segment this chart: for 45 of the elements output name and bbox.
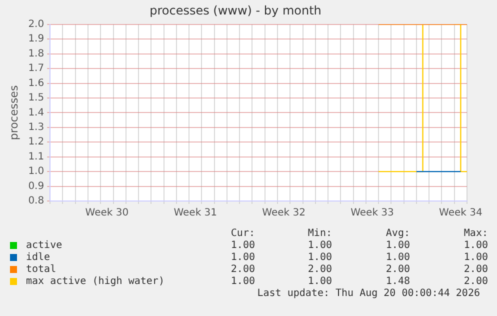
y-tick-label: 1.0	[28, 166, 44, 178]
y-axis-title: processes	[7, 85, 20, 140]
text: 2.00	[230, 264, 255, 275]
text: 1.00	[306, 252, 332, 263]
x-tick-label: Week 34	[439, 208, 482, 219]
x-tick-label: Week 31	[174, 208, 218, 219]
x-tick-label: Week 30	[85, 208, 129, 219]
text: 1.00	[230, 252, 255, 263]
text: Cur:	[230, 228, 255, 239]
text: 1.00	[384, 252, 410, 263]
legend-label: total	[26, 264, 56, 275]
x-tick-label: Week 32	[262, 208, 306, 219]
text: 1.00	[230, 240, 255, 251]
y-tick-label: 1.4	[28, 107, 44, 118]
chart-title: processes (www) - by month	[150, 3, 322, 18]
text: Avg:	[384, 228, 410, 239]
y-tick-label: 1.7	[28, 63, 44, 74]
text: Max:	[462, 228, 488, 239]
y-tick-label: 1.3	[28, 122, 44, 134]
legend-label: active	[26, 240, 62, 251]
legend-label: max active (high water)	[26, 276, 164, 287]
y-tick-label: 1.5	[28, 92, 44, 104]
y-tick-label: 2.0	[28, 18, 44, 30]
text: Min:	[306, 228, 332, 239]
y-tick-label: 1.9	[28, 34, 44, 45]
x-tick-label: Week 33	[350, 208, 394, 219]
y-tick-label: 0.9	[28, 180, 44, 192]
text: 1.00	[306, 240, 332, 251]
y-tick-label: 1.6	[28, 78, 44, 89]
text: Last update: Thu Aug 20 00:00:44 2026	[257, 288, 480, 300]
text: 1.00	[306, 276, 332, 287]
text: 1.00	[462, 240, 488, 251]
text: 1.48	[384, 276, 410, 287]
y-tick-label: 0.8	[28, 196, 44, 207]
text: 2.00	[462, 276, 488, 287]
y-tick-label: 1.1	[28, 151, 44, 162]
text: 1.00	[462, 252, 488, 263]
y-tick-label: 1.2	[28, 136, 44, 148]
y-tick-label: 1.8	[28, 48, 44, 60]
text: 2.00	[306, 264, 332, 275]
text: 1.00	[384, 240, 410, 251]
legend-label: idle	[26, 252, 50, 263]
text: 2.00	[462, 264, 488, 275]
text: 2.00	[384, 264, 410, 275]
text: 1.00	[230, 276, 255, 287]
